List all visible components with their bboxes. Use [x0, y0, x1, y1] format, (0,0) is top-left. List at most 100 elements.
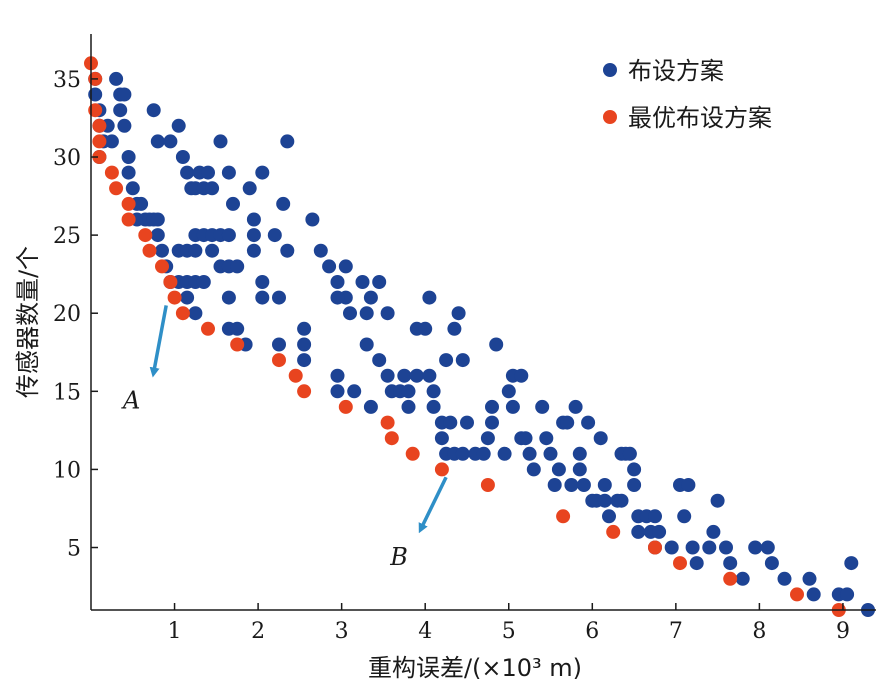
- y-tick-label: 15: [53, 380, 81, 405]
- point-all: [723, 556, 738, 571]
- y-axis-title: 传感器数量/个: [14, 246, 42, 398]
- point-all: [597, 493, 612, 508]
- legend: 布设方案 最优布设方案: [603, 57, 772, 132]
- point-all: [117, 118, 132, 133]
- point-all: [806, 587, 821, 602]
- point-all: [330, 368, 345, 383]
- point-all: [359, 306, 374, 321]
- point-optimal: [405, 446, 420, 461]
- point-all: [330, 384, 345, 399]
- x-axis-title: 重构误差/(×10³ m): [368, 654, 582, 682]
- point-all: [175, 150, 190, 164]
- point-optimal: [338, 399, 353, 414]
- point-optimal: [288, 368, 303, 383]
- x-tick-label: 8: [752, 619, 766, 644]
- point-optimal: [163, 275, 178, 289]
- point-all: [330, 275, 345, 289]
- point-all: [297, 321, 312, 336]
- x-tick-label: 9: [836, 619, 850, 644]
- point-optimal: [648, 540, 662, 555]
- point-all: [150, 134, 165, 149]
- point-all: [518, 431, 533, 446]
- point-all: [535, 399, 550, 414]
- point-optimal: [723, 571, 738, 586]
- point-all: [409, 368, 424, 383]
- y-tick-label: 30: [53, 146, 81, 171]
- point-all: [497, 446, 512, 461]
- point-optimal: [92, 134, 107, 149]
- point-all: [338, 259, 353, 274]
- point-all: [188, 306, 203, 321]
- point-all: [539, 431, 554, 446]
- point-all: [627, 478, 642, 492]
- legend-swatch-optimal: [603, 110, 617, 124]
- point-all: [476, 446, 491, 461]
- point-all: [125, 181, 140, 196]
- point-all: [622, 446, 637, 461]
- point-optimal: [380, 415, 395, 430]
- point-optimal: [138, 228, 153, 243]
- legend-swatch-all: [603, 63, 617, 77]
- point-all: [777, 571, 792, 586]
- point-all: [363, 399, 378, 414]
- point-all: [631, 524, 646, 539]
- point-all: [276, 196, 291, 211]
- point-all: [163, 134, 178, 149]
- point-optimal: [201, 321, 215, 336]
- point-all: [313, 243, 328, 258]
- point-all: [267, 228, 282, 243]
- point-all: [426, 399, 441, 414]
- point-all: [422, 290, 437, 305]
- x-tick-label: 4: [418, 619, 432, 644]
- point-all: [455, 353, 470, 368]
- point-all: [748, 540, 763, 555]
- point-all: [514, 368, 529, 383]
- point-optimal: [121, 196, 136, 211]
- point-all: [480, 431, 495, 446]
- point-all: [677, 509, 692, 524]
- point-all: [226, 196, 240, 211]
- point-optimal: [104, 165, 119, 180]
- point-all: [702, 540, 717, 555]
- legend-label-all: 布设方案: [628, 57, 724, 85]
- point-all: [689, 556, 704, 571]
- point-all: [104, 134, 119, 149]
- point-all: [230, 321, 245, 336]
- point-all: [602, 509, 616, 524]
- point-all: [205, 181, 220, 196]
- y-tick-label: 25: [53, 224, 81, 249]
- point-all: [272, 290, 286, 305]
- x-tick-label: 6: [585, 619, 599, 644]
- point-all: [146, 103, 161, 118]
- point-optimal: [155, 259, 169, 274]
- point-optimal: [167, 290, 182, 305]
- point-all: [401, 384, 416, 399]
- point-all: [564, 478, 579, 492]
- point-all: [522, 446, 537, 461]
- point-all: [627, 462, 642, 477]
- point-all: [213, 134, 228, 149]
- point-all: [719, 540, 733, 555]
- point-all: [581, 415, 596, 430]
- point-all: [439, 353, 454, 368]
- point-optimal: [121, 212, 136, 227]
- point-all: [221, 228, 236, 243]
- point-all: [280, 134, 295, 149]
- point-all: [180, 165, 195, 180]
- point-all: [242, 181, 257, 196]
- point-all: [551, 462, 566, 477]
- point-all: [760, 540, 775, 555]
- point-optimal: [384, 431, 399, 446]
- point-all: [572, 446, 587, 461]
- point-all: [844, 556, 859, 571]
- point-all: [150, 228, 165, 243]
- point-optimal: [790, 587, 804, 602]
- point-optimal: [297, 384, 312, 399]
- point-all: [451, 306, 466, 321]
- point-all: [664, 540, 679, 555]
- point-optimal: [109, 181, 124, 196]
- annotation-arrow-b: [418, 476, 448, 534]
- point-all: [685, 540, 700, 555]
- point-all: [297, 353, 312, 368]
- point-all: [355, 275, 370, 289]
